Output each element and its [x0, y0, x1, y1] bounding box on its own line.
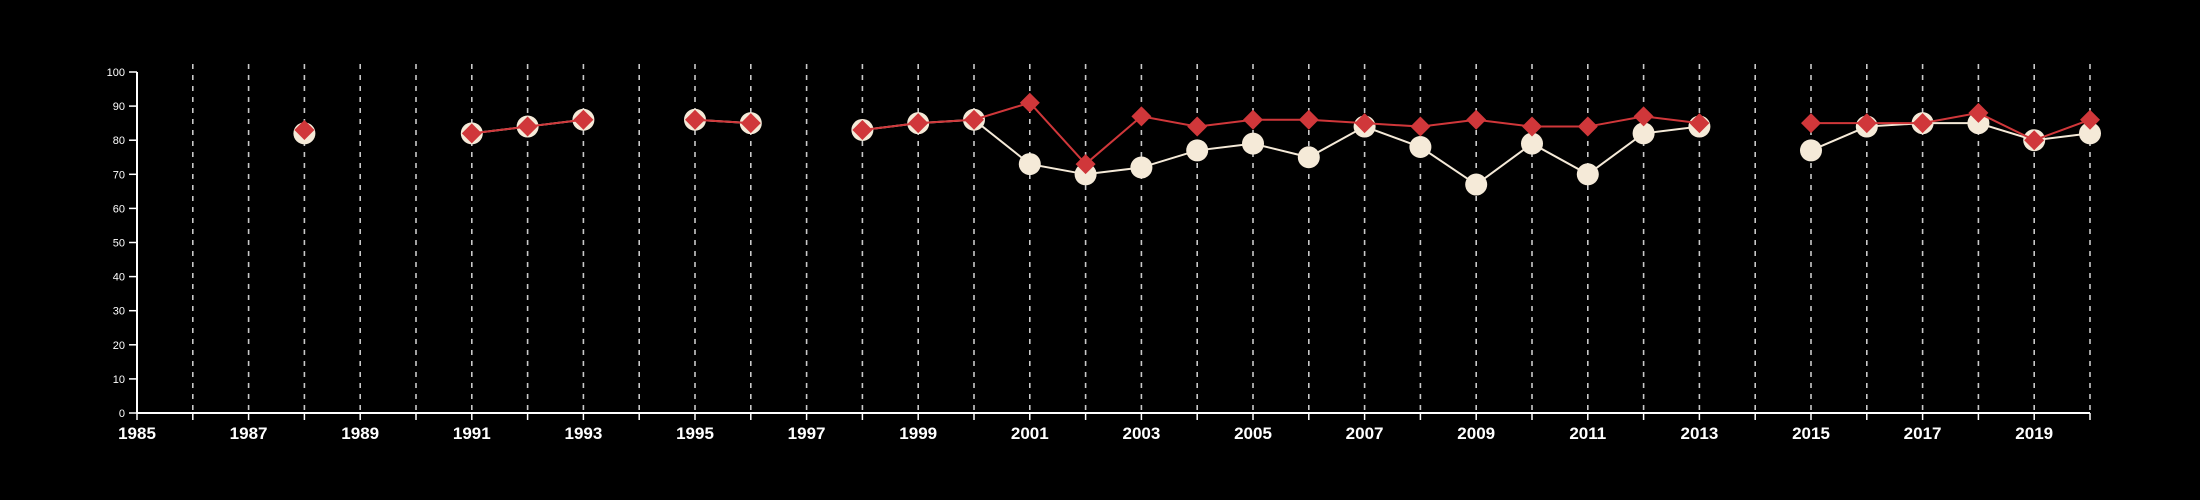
data-point-circle [1521, 132, 1543, 155]
data-point-circle [2079, 122, 2101, 145]
data-point-diamond [517, 116, 538, 137]
data-point-circle [1297, 146, 1320, 169]
data-point-diamond [908, 113, 929, 134]
x-tick-label: 2009 [1457, 424, 1495, 443]
data-point-diamond [1298, 109, 1319, 130]
data-point-circle [1800, 139, 1822, 162]
x-tick-label: 1997 [788, 424, 826, 443]
x-tick-label: 1989 [341, 424, 379, 443]
data-point-diamond [1243, 109, 1263, 130]
data-point-circle [1465, 173, 1488, 196]
x-tick-label: 2007 [1346, 424, 1384, 443]
axes: 0 10 20 30 40 50 60 70 80 90 100 1985 1987 1989 1991 19… [107, 67, 2091, 443]
data-point-circle [1186, 139, 1209, 162]
data-point-circle [1018, 153, 1041, 176]
data-point-diamond [1801, 113, 1821, 134]
data-point-diamond [685, 109, 705, 130]
data-point-diamond [1075, 154, 1096, 175]
x-tick-label: 1993 [564, 424, 602, 443]
data-point-diamond [1019, 92, 1040, 113]
data-point-diamond [1912, 113, 1933, 134]
series-line [1811, 111, 2091, 142]
data-point-diamond [1633, 106, 1654, 127]
y-tick-label: 40 [113, 272, 125, 284]
data-point-diamond [2024, 130, 2045, 151]
series-group [293, 92, 2101, 196]
y-tick-label: 80 [113, 135, 125, 147]
x-tick-label: 2011 [1569, 424, 1606, 443]
data-point-diamond [461, 123, 482, 144]
x-tick-label: 2019 [2015, 424, 2053, 443]
data-point-circle [1967, 112, 1990, 135]
data-point-diamond [1410, 116, 1431, 137]
x-tick-label: 1995 [676, 424, 714, 443]
data-point-diamond [1466, 109, 1487, 130]
data-point-diamond [294, 119, 315, 140]
x-tick-label: 1991 [453, 424, 491, 443]
x-tick-label: 2003 [1122, 424, 1160, 443]
data-point-diamond [1187, 116, 1208, 137]
data-point-diamond [1577, 116, 1598, 137]
data-point-circle [1632, 122, 1655, 145]
y-tick-label: 100 [107, 67, 125, 79]
data-point-diamond [2080, 109, 2100, 130]
x-tick-label: 1985 [118, 424, 156, 443]
data-point-circle [1130, 156, 1153, 179]
y-tick-label: 50 [113, 238, 125, 250]
data-point-diamond [1689, 113, 1710, 134]
x-tick-label: 2001 [1011, 424, 1049, 443]
x-tick-label: 2013 [1680, 424, 1718, 443]
data-point-diamond [740, 113, 761, 134]
data-point-circle [1242, 132, 1264, 155]
y-tick-label: 20 [113, 340, 125, 352]
data-point-circle [1576, 163, 1599, 186]
y-tick-label: 70 [113, 169, 125, 181]
data-point-diamond [1968, 102, 1989, 123]
x-tick-label: 1987 [230, 424, 268, 443]
data-point-circle [1074, 163, 1097, 186]
data-point-diamond [852, 119, 873, 140]
x-tick-label: 2017 [1904, 424, 1942, 443]
data-point-diamond [1354, 113, 1375, 134]
data-point-diamond [1131, 106, 1152, 127]
y-tick-label: 60 [113, 203, 125, 215]
series-line [1810, 122, 2091, 152]
x-tick-label: 2005 [1234, 424, 1272, 443]
data-point-diamond [964, 109, 984, 130]
x-tick-label: 1999 [899, 424, 937, 443]
y-tick-label: 10 [113, 374, 125, 386]
y-tick-label: 90 [113, 101, 125, 113]
series-line [862, 101, 1700, 166]
data-point-circle [1409, 136, 1432, 159]
data-point-diamond [1856, 113, 1877, 134]
data-point-diamond [573, 109, 594, 130]
y-tick-label: 0 [119, 408, 125, 420]
y-tick-label: 30 [113, 306, 125, 318]
series-2 [294, 92, 2100, 175]
x-tick-label: 2015 [1792, 424, 1830, 443]
series-line [862, 118, 1700, 186]
data-point-diamond [1522, 116, 1542, 137]
